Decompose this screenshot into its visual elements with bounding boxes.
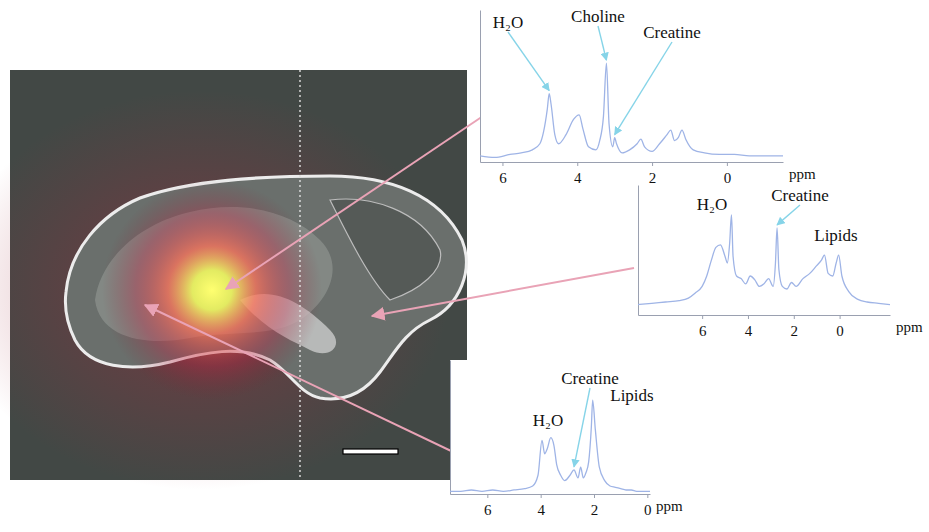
x-axis-title: ppm — [789, 166, 816, 182]
x-tick-label: 0 — [724, 170, 732, 186]
annotation-arrow — [574, 388, 590, 467]
annotation-label: H₂O — [493, 13, 523, 32]
slice-line — [299, 70, 301, 480]
x-tick: 0 — [644, 494, 652, 518]
annotation-label: Creatine — [771, 186, 829, 205]
x-tick-label: 2 — [791, 323, 799, 339]
annotation-arrow — [598, 26, 606, 60]
spectrum-line — [450, 400, 650, 491]
x-tick-label: 2 — [649, 170, 657, 186]
x-tick-label: 6 — [499, 170, 507, 186]
plot-background — [638, 185, 890, 315]
spectrum-panel: 6 4 2 0 ppm H₂O Choline Creatine — [480, 7, 816, 186]
x-tick: 0 — [724, 162, 732, 186]
x-tick-mark — [577, 162, 578, 166]
annotation-label: Creatine — [643, 23, 701, 42]
x-tick-label: 2 — [591, 502, 599, 518]
mri-image — [0, 70, 467, 490]
x-axis-title: ppm — [896, 319, 923, 335]
tissue-detail — [330, 199, 441, 300]
x-tick: 4 — [745, 315, 753, 339]
y-axis — [450, 361, 451, 495]
annotation-label: H₂O — [697, 195, 727, 214]
annotation-label: Lipids — [814, 226, 857, 245]
spectrum-line — [638, 215, 890, 305]
x-tick-label: 4 — [745, 323, 753, 339]
x-tick: 6 — [699, 315, 707, 339]
x-axis: 6 4 2 0 — [451, 494, 652, 518]
x-tick-mark — [652, 162, 653, 166]
spectrum-panel: 6 4 2 0 ppm H₂O Creatine Lipids — [638, 185, 923, 339]
x-tick-label: 6 — [484, 502, 492, 518]
annotation-arrow — [508, 32, 549, 91]
leader-line — [226, 110, 492, 289]
y-axis — [480, 11, 481, 163]
x-tick: 6 — [484, 494, 492, 518]
y-axis-line — [450, 361, 451, 495]
leader-line — [145, 305, 470, 460]
annotation-arrow — [615, 42, 672, 135]
x-tick-label: 0 — [836, 323, 844, 339]
signal-glow — [102, 180, 322, 400]
x-tick: 2 — [591, 494, 599, 518]
x-tick: 4 — [574, 162, 582, 186]
x-tick-mark — [840, 315, 841, 319]
plot-area — [450, 400, 650, 491]
x-tick-mark — [647, 494, 648, 498]
plot-area — [480, 63, 783, 157]
annotation-label: Choline — [571, 7, 625, 26]
spectrum-panel: 6420ppmH₂OCreatineLipids — [450, 360, 683, 518]
y-axis — [638, 186, 639, 316]
figure: 6420ppmH₂OCholineCreatine6420ppmH₂OCreat… — [0, 0, 929, 532]
plot-background — [480, 10, 783, 162]
x-tick: 4 — [537, 494, 545, 518]
x-tick-mark — [502, 162, 503, 166]
annotation-label: Lipids — [610, 386, 653, 405]
scale-bar — [343, 449, 398, 454]
x-tick-mark — [487, 494, 488, 498]
y-axis-line — [480, 11, 481, 163]
x-axis: 6 4 2 0 — [481, 162, 784, 186]
x-tick-mark — [727, 162, 728, 166]
x-tick-mark — [594, 494, 595, 498]
x-tick-label: 4 — [537, 502, 545, 518]
x-tick: 2 — [791, 315, 799, 339]
x-axis-line — [481, 162, 784, 163]
x-tick: 2 — [649, 162, 657, 186]
x-axis-title: ppm — [656, 498, 683, 514]
x-axis: 6 4 2 0 — [639, 315, 891, 339]
x-tick-mark — [794, 315, 795, 319]
x-axis-line — [451, 494, 651, 495]
x-tick-mark — [748, 315, 749, 319]
x-tick-label: 6 — [699, 323, 707, 339]
annotation-arrow — [777, 205, 800, 225]
spectrum-line — [480, 63, 783, 157]
x-tick-mark — [702, 315, 703, 319]
plot-area — [638, 215, 890, 305]
plot-background — [450, 360, 650, 494]
x-axis-line — [639, 315, 891, 316]
x-tick-mark — [541, 494, 542, 498]
x-tick-label: 4 — [574, 170, 582, 186]
x-tick: 0 — [836, 315, 844, 339]
leader-line — [372, 268, 634, 316]
annotation-label: H₂O — [533, 411, 563, 430]
y-axis-line — [638, 186, 639, 316]
x-tick: 6 — [499, 162, 507, 186]
x-tick-label: 0 — [644, 502, 652, 518]
